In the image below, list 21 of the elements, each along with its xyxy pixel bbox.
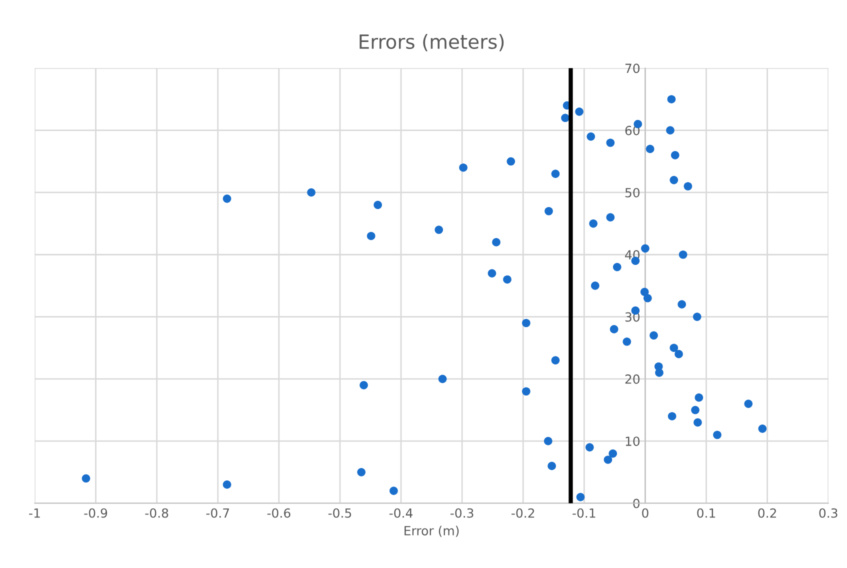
x-tick-label: 0.3 — [819, 508, 838, 518]
chart-title: Errors (meters) — [360, 34, 504, 52]
x-tick-label: -0.5 — [328, 508, 352, 518]
x-tick-label: -0.9 — [84, 508, 108, 518]
y-tick-label: 0 — [633, 498, 640, 508]
y-tick-label: 10 — [626, 436, 640, 446]
x-tick-label: -0.1 — [572, 508, 596, 518]
x-tick-label: -0.6 — [267, 508, 290, 518]
x-tick-label: 0.2 — [758, 508, 776, 518]
x-tick-label: -0.8 — [145, 508, 168, 518]
y-tick-label: 50 — [625, 188, 640, 198]
x-axis-title: Error (m) — [404, 526, 459, 537]
x-tick-label: -0.7 — [206, 508, 229, 518]
x-tick-label: -0.4 — [389, 508, 413, 518]
y-tick-label: 70 — [625, 64, 640, 74]
x-tick-label: -0.3 — [450, 508, 474, 518]
x-tick-label: 0.1 — [697, 508, 716, 518]
x-tick-label: 0 — [642, 508, 648, 518]
y-tick-label: 20 — [625, 374, 640, 384]
x-tick-label: -0.2 — [512, 508, 534, 518]
x-tick-label: -1 — [29, 508, 40, 518]
